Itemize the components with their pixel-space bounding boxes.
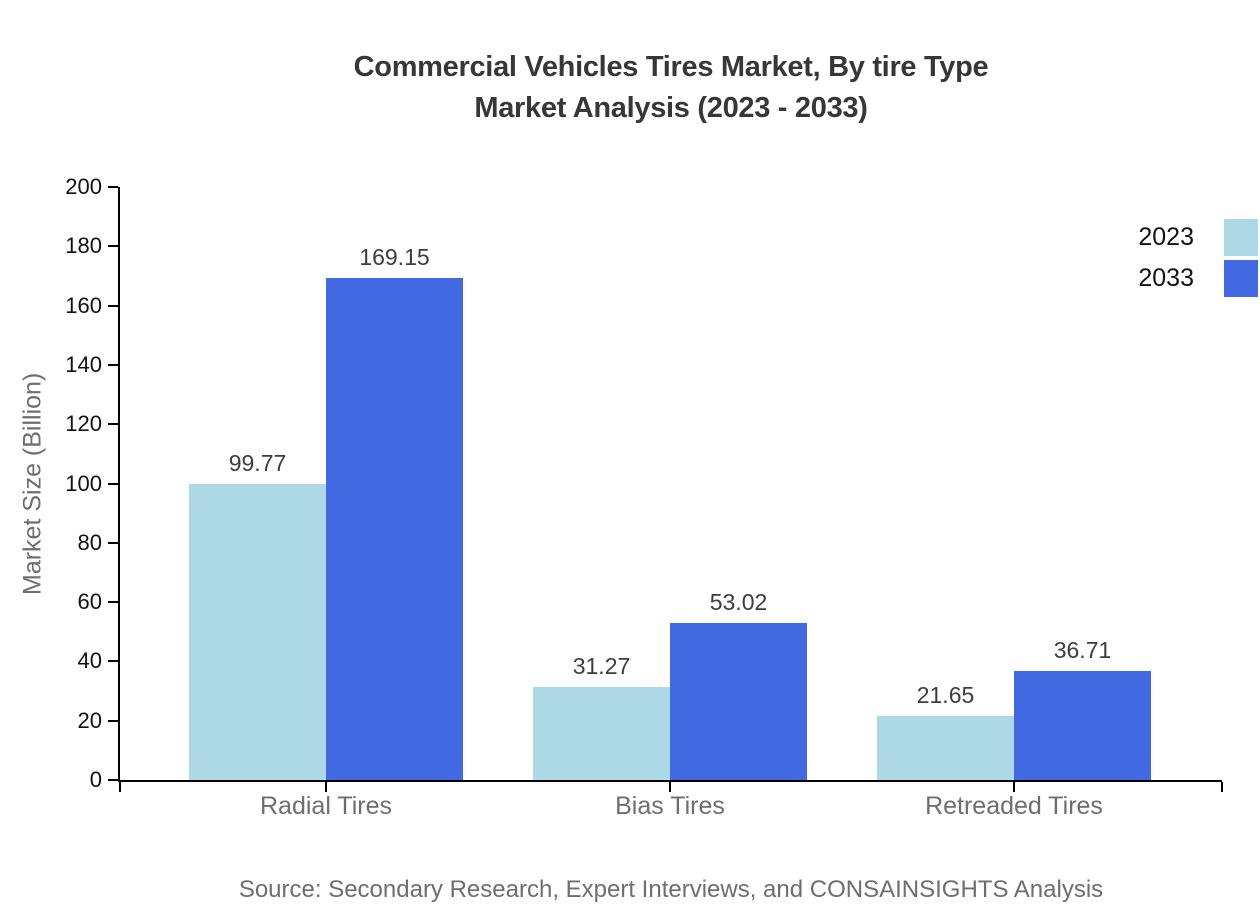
value-label-2023-retreaded-tires: 21.65 bbox=[916, 681, 975, 708]
x-category-label-retreaded-tires: Retreaded Tires bbox=[925, 792, 1103, 820]
bar-2023-radial-tires bbox=[189, 484, 326, 780]
y-tick bbox=[108, 423, 118, 426]
bar-2033-retreaded-tires bbox=[1014, 671, 1151, 780]
value-label-2023-bias-tires: 31.27 bbox=[572, 653, 631, 680]
y-tick bbox=[108, 541, 118, 544]
chart-title-line2: Market Analysis (2023 - 2033) bbox=[474, 92, 868, 124]
y-tick-label: 120 bbox=[65, 411, 102, 437]
y-tick bbox=[108, 601, 118, 604]
value-label-2023-radial-tires: 99.77 bbox=[228, 450, 287, 477]
value-label-2033-retreaded-tires: 36.71 bbox=[1053, 637, 1112, 664]
y-tick bbox=[108, 363, 118, 366]
y-tick bbox=[108, 245, 118, 248]
value-label-2033-bias-tires: 53.02 bbox=[709, 588, 768, 615]
y-tick-label: 20 bbox=[77, 707, 102, 733]
y-tick-label: 40 bbox=[77, 648, 102, 674]
bar-2023-bias-tires bbox=[533, 687, 670, 780]
value-label-2033-radial-tires: 169.15 bbox=[359, 244, 430, 271]
y-tick-label: 200 bbox=[65, 174, 102, 199]
y-tick-label: 80 bbox=[77, 529, 102, 555]
legend-label-2033: 2033 bbox=[1138, 264, 1194, 292]
x-tick bbox=[119, 782, 121, 792]
y-tick-label: 180 bbox=[65, 233, 102, 259]
x-category-label-radial-tires: Radial Tires bbox=[260, 792, 392, 820]
bar-2033-bias-tires bbox=[670, 622, 807, 780]
legend-label-2023: 2023 bbox=[1138, 223, 1194, 251]
y-tick bbox=[108, 482, 118, 485]
plot-area: 0 20 40 60 80 100 120 140 160 180 200 99.77 169.15 Ra… bbox=[65, 175, 1223, 820]
y-axis-spine bbox=[118, 187, 120, 780]
y-tick-label: 60 bbox=[77, 589, 102, 615]
legend-swatch-2023 bbox=[1224, 219, 1258, 256]
chart-title: Commercial Vehicles Tires Market, By tir… bbox=[120, 47, 1222, 129]
y-tick bbox=[108, 779, 118, 781]
y-tick-label: 160 bbox=[65, 292, 102, 318]
y-tick-label: 140 bbox=[65, 351, 102, 377]
x-tick bbox=[1013, 782, 1015, 792]
x-tick bbox=[669, 782, 671, 792]
bar-2023-retreaded-tires bbox=[877, 715, 1014, 780]
x-axis-spine bbox=[118, 780, 1222, 782]
chart-title-line1: Commercial Vehicles Tires Market, By tir… bbox=[353, 51, 989, 83]
legend-item-2033: 2033 bbox=[1138, 260, 1258, 297]
y-tick bbox=[108, 304, 118, 307]
y-tick bbox=[108, 186, 118, 188]
y-tick-label: 0 bbox=[89, 767, 102, 792]
legend: 2023 2033 bbox=[1138, 219, 1258, 301]
y-tick-label: 100 bbox=[65, 470, 102, 496]
y-tick bbox=[108, 719, 118, 722]
y-tick bbox=[108, 660, 118, 663]
x-tick bbox=[1221, 782, 1223, 792]
bar-2033-radial-tires bbox=[326, 278, 463, 780]
x-category-label-bias-tires: Bias Tires bbox=[615, 792, 725, 820]
x-tick bbox=[325, 782, 327, 792]
legend-swatch-2033 bbox=[1224, 260, 1258, 297]
source-note: Source: Secondary Research, Expert Inter… bbox=[238, 876, 1104, 903]
legend-item-2023: 2023 bbox=[1138, 219, 1258, 256]
